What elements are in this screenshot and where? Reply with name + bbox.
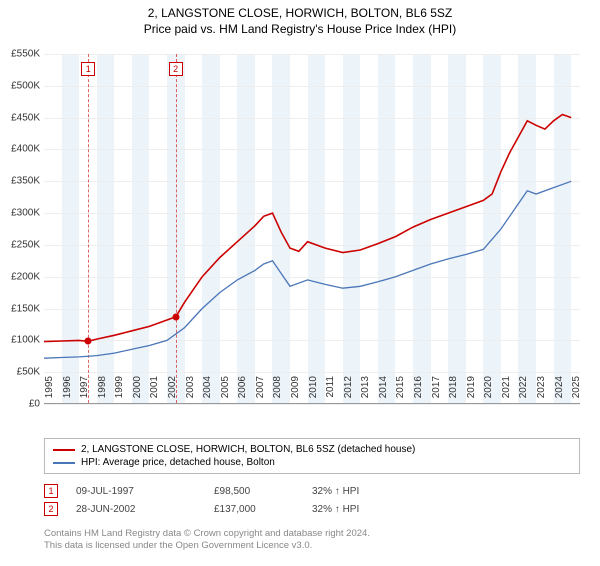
y-axis-label: £100K: [11, 335, 40, 346]
x-axis-label: 2024: [554, 376, 565, 406]
chart-subtitle: Price paid vs. HM Land Registry's House …: [0, 22, 600, 36]
sale-marker-num: 2: [44, 502, 58, 516]
sale-date: 09-JUL-1997: [76, 486, 196, 497]
x-axis-label: 1999: [114, 376, 125, 406]
sale-price: £137,000: [214, 504, 294, 515]
x-axis-label: 2021: [501, 376, 512, 406]
x-axis-label: 2009: [290, 376, 301, 406]
chart-plot-area: 12 £0£50K£100K£150K£200K£250K£300K£350K£…: [44, 54, 580, 404]
y-axis-label: £300K: [11, 208, 40, 219]
y-axis-label: £350K: [11, 176, 40, 187]
sale-pct: 32% ↑ HPI: [312, 504, 412, 515]
x-axis-label: 2000: [132, 376, 143, 406]
y-axis-label: £150K: [11, 303, 40, 314]
x-axis-label: 1997: [79, 376, 90, 406]
legend-swatch: [53, 449, 75, 451]
y-axis-label: £0: [29, 399, 40, 410]
series-hpi: [44, 181, 571, 358]
x-axis-label: 2015: [395, 376, 406, 406]
x-axis-label: 2011: [325, 376, 336, 406]
x-axis-label: 2005: [220, 376, 231, 406]
x-axis-label: 2008: [272, 376, 283, 406]
chart-lines: [44, 54, 580, 404]
sale-row: 2 28-JUN-2002 £137,000 32% ↑ HPI: [44, 500, 580, 518]
x-axis-label: 2010: [308, 376, 319, 406]
sale-row: 1 09-JUL-1997 £98,500 32% ↑ HPI: [44, 482, 580, 500]
x-axis-label: 2004: [202, 376, 213, 406]
sale-pct: 32% ↑ HPI: [312, 486, 412, 497]
chart-legend: 2, LANGSTONE CLOSE, HORWICH, BOLTON, BL6…: [44, 438, 580, 474]
legend-label: 2, LANGSTONE CLOSE, HORWICH, BOLTON, BL6…: [81, 444, 415, 455]
sales-table: 1 09-JUL-1997 £98,500 32% ↑ HPI 2 28-JUN-2002…: [44, 482, 580, 518]
y-axis-label: £250K: [11, 239, 40, 250]
x-axis-label: 2019: [466, 376, 477, 406]
x-axis-label: 1995: [44, 376, 55, 406]
series-property: [44, 115, 571, 342]
attribution-line2: This data is licensed under the Open Gov…: [44, 540, 370, 552]
x-axis-label: 1996: [62, 376, 73, 406]
x-axis-label: 2023: [536, 376, 547, 406]
y-axis-label: £200K: [11, 271, 40, 282]
y-axis-label: £500K: [11, 80, 40, 91]
x-axis-label: 2013: [360, 376, 371, 406]
sale-date: 28-JUN-2002: [76, 504, 196, 515]
x-axis-label: 2001: [149, 376, 160, 406]
x-axis-label: 2014: [378, 376, 389, 406]
y-axis-label: £50K: [17, 367, 40, 378]
y-axis-label: £450K: [11, 112, 40, 123]
x-axis-label: 2007: [255, 376, 266, 406]
legend-label: HPI: Average price, detached house, Bolt…: [81, 457, 275, 468]
x-axis-label: 2025: [571, 376, 582, 406]
x-axis-label: 2006: [237, 376, 248, 406]
x-axis-label: 2020: [483, 376, 494, 406]
sale-price: £98,500: [214, 486, 294, 497]
legend-row: 2, LANGSTONE CLOSE, HORWICH, BOLTON, BL6…: [53, 443, 571, 456]
attribution-line1: Contains HM Land Registry data © Crown c…: [44, 528, 370, 540]
x-axis-label: 2003: [185, 376, 196, 406]
x-axis-label: 2012: [343, 376, 354, 406]
x-axis-label: 2018: [448, 376, 459, 406]
sale-marker-num: 1: [44, 484, 58, 498]
legend-swatch: [53, 462, 75, 464]
legend-row: HPI: Average price, detached house, Bolt…: [53, 456, 571, 469]
chart-title: 2, LANGSTONE CLOSE, HORWICH, BOLTON, BL6…: [0, 6, 600, 20]
y-axis-label: £550K: [11, 49, 40, 60]
x-axis-label: 2017: [431, 376, 442, 406]
attribution-text: Contains HM Land Registry data © Crown c…: [44, 528, 370, 553]
y-axis-label: £400K: [11, 144, 40, 155]
x-axis-label: 2022: [518, 376, 529, 406]
x-axis-label: 2016: [413, 376, 424, 406]
x-axis-label: 1998: [97, 376, 108, 406]
x-axis-label: 2002: [167, 376, 178, 406]
